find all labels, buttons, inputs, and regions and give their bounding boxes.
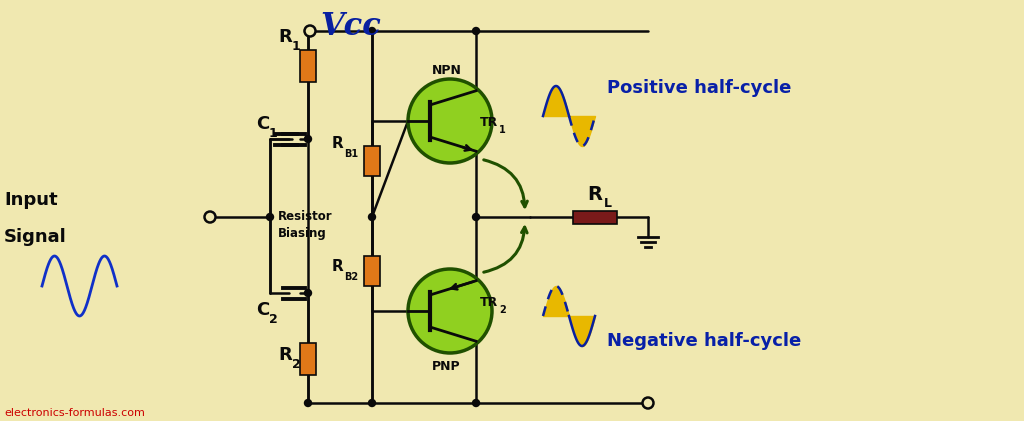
- Text: 1: 1: [269, 127, 278, 140]
- Bar: [573, 210, 617, 224]
- Circle shape: [472, 27, 479, 35]
- Text: B1: B1: [344, 149, 358, 159]
- Circle shape: [642, 397, 653, 408]
- Text: L: L: [604, 197, 612, 210]
- Text: R: R: [278, 28, 292, 46]
- Text: 2: 2: [499, 305, 506, 315]
- Text: R: R: [332, 259, 344, 274]
- Text: 2: 2: [292, 358, 301, 371]
- Circle shape: [205, 211, 215, 223]
- Text: Resistor
Biasing: Resistor Biasing: [278, 210, 333, 240]
- Text: C: C: [256, 115, 269, 133]
- Circle shape: [472, 400, 479, 407]
- Circle shape: [304, 136, 311, 142]
- Circle shape: [304, 26, 315, 37]
- Bar: [300, 50, 316, 82]
- Text: NPN: NPN: [432, 64, 462, 77]
- Text: B2: B2: [344, 272, 358, 282]
- Circle shape: [472, 213, 479, 221]
- Bar: [364, 256, 380, 286]
- Text: Vcc: Vcc: [319, 11, 381, 42]
- Text: 1: 1: [499, 125, 506, 135]
- Text: 2: 2: [269, 313, 278, 326]
- Text: Positive half-cycle: Positive half-cycle: [607, 79, 792, 97]
- Circle shape: [408, 269, 492, 353]
- Text: R: R: [587, 185, 602, 204]
- Circle shape: [304, 27, 311, 35]
- Text: TR: TR: [480, 296, 499, 309]
- Circle shape: [304, 400, 311, 407]
- Text: C: C: [256, 301, 269, 319]
- Circle shape: [369, 400, 376, 407]
- Text: R: R: [278, 346, 292, 364]
- Text: Input: Input: [4, 191, 57, 209]
- Circle shape: [304, 290, 311, 296]
- Text: Signal: Signal: [4, 228, 67, 246]
- Text: TR: TR: [480, 116, 499, 129]
- Text: electronics-formulas.com: electronics-formulas.com: [4, 408, 144, 418]
- Bar: [300, 343, 316, 375]
- Text: R: R: [332, 136, 344, 151]
- Circle shape: [266, 213, 273, 221]
- Text: Negative half-cycle: Negative half-cycle: [607, 332, 801, 350]
- Circle shape: [408, 79, 492, 163]
- Circle shape: [369, 213, 376, 221]
- Circle shape: [369, 27, 376, 35]
- Text: PNP: PNP: [432, 360, 461, 373]
- Bar: [364, 146, 380, 176]
- Text: 1: 1: [292, 40, 301, 53]
